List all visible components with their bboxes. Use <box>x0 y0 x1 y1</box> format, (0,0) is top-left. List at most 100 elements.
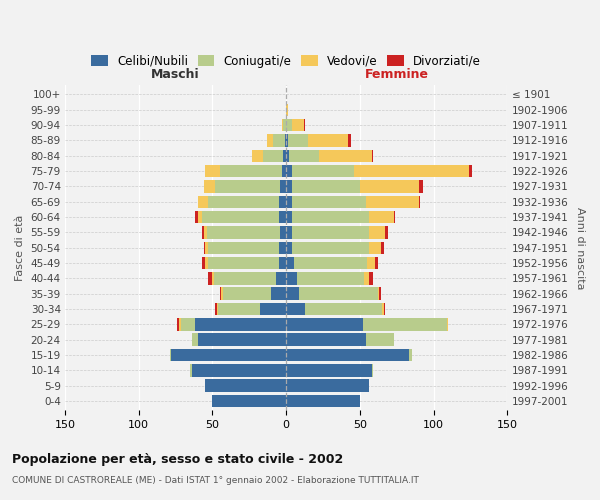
Bar <box>170 349 171 362</box>
Bar <box>286 349 409 362</box>
Bar <box>179 318 181 330</box>
Bar <box>372 364 373 376</box>
Bar <box>181 318 195 330</box>
Bar <box>286 303 305 316</box>
Bar <box>419 196 421 208</box>
Bar <box>223 288 271 300</box>
Bar <box>192 364 286 376</box>
Text: Femmine: Femmine <box>365 68 429 82</box>
Bar <box>409 349 412 362</box>
Bar <box>212 272 214 284</box>
Bar <box>366 334 394 346</box>
Bar <box>217 303 218 316</box>
Bar <box>267 134 273 147</box>
Bar <box>369 226 385 238</box>
Bar <box>214 272 276 284</box>
Bar <box>308 134 348 147</box>
Bar <box>385 226 388 238</box>
Legend: Celibi/Nubili, Coniugati/e, Vedovi/e, Divorziati/e: Celibi/Nubili, Coniugati/e, Vedovi/e, Di… <box>89 52 484 70</box>
Bar <box>286 380 369 392</box>
Bar <box>203 242 205 254</box>
Bar <box>374 257 377 270</box>
Bar <box>283 150 286 162</box>
Bar <box>221 288 223 300</box>
Bar <box>286 134 287 147</box>
Text: Maschi: Maschi <box>151 68 200 82</box>
Bar <box>292 165 354 177</box>
Bar <box>205 380 286 392</box>
Bar <box>383 303 385 316</box>
Bar <box>286 318 363 330</box>
Bar <box>286 226 292 238</box>
Bar <box>280 180 286 193</box>
Bar <box>293 257 367 270</box>
Bar <box>348 134 351 147</box>
Y-axis label: Anni di nascita: Anni di nascita <box>575 206 585 289</box>
Bar <box>263 150 283 162</box>
Bar <box>292 196 366 208</box>
Bar <box>304 119 305 132</box>
Bar <box>286 395 360 407</box>
Bar <box>192 334 198 346</box>
Bar <box>369 242 380 254</box>
Bar <box>286 288 299 300</box>
Bar <box>220 288 221 300</box>
Text: COMUNE DI CASTROREALE (ME) - Dati ISTAT 1° gennaio 2002 - Elaborazione TUTTITALI: COMUNE DI CASTROREALE (ME) - Dati ISTAT … <box>12 476 419 485</box>
Bar <box>372 150 373 162</box>
Bar <box>286 334 366 346</box>
Bar <box>282 165 286 177</box>
Bar <box>282 119 283 132</box>
Bar <box>469 165 472 177</box>
Bar <box>292 242 369 254</box>
Bar <box>292 180 360 193</box>
Bar <box>202 226 203 238</box>
Bar <box>198 211 202 224</box>
Bar <box>205 165 220 177</box>
Bar <box>369 272 373 284</box>
Bar <box>286 180 292 193</box>
Bar <box>206 226 280 238</box>
Bar <box>205 242 208 254</box>
Bar <box>394 211 395 224</box>
Bar <box>208 272 212 284</box>
Bar <box>202 211 279 224</box>
Bar <box>286 196 292 208</box>
Bar <box>377 288 379 300</box>
Bar <box>305 303 382 316</box>
Bar <box>292 211 369 224</box>
Bar <box>190 364 192 376</box>
Bar <box>203 180 215 193</box>
Bar <box>379 288 380 300</box>
Bar <box>286 364 372 376</box>
Bar <box>286 211 292 224</box>
Bar <box>364 272 369 284</box>
Bar <box>280 226 286 238</box>
Bar <box>299 288 377 300</box>
Bar <box>286 242 292 254</box>
Bar <box>287 134 308 147</box>
Bar <box>292 119 304 132</box>
Bar <box>220 165 282 177</box>
Bar <box>279 196 286 208</box>
Bar <box>260 303 286 316</box>
Bar <box>273 134 285 147</box>
Bar <box>208 196 279 208</box>
Bar <box>279 257 286 270</box>
Bar <box>276 272 286 284</box>
Bar <box>208 242 279 254</box>
Bar <box>205 257 208 270</box>
Bar <box>289 150 319 162</box>
Bar <box>171 349 286 362</box>
Bar <box>369 211 394 224</box>
Bar <box>286 150 289 162</box>
Bar <box>198 334 286 346</box>
Bar <box>215 180 280 193</box>
Bar <box>286 104 287 116</box>
Bar <box>218 303 260 316</box>
Bar <box>271 288 286 300</box>
Bar <box>366 196 419 208</box>
Bar <box>198 196 208 208</box>
Bar <box>296 272 364 284</box>
Bar <box>354 165 469 177</box>
Bar <box>380 242 383 254</box>
